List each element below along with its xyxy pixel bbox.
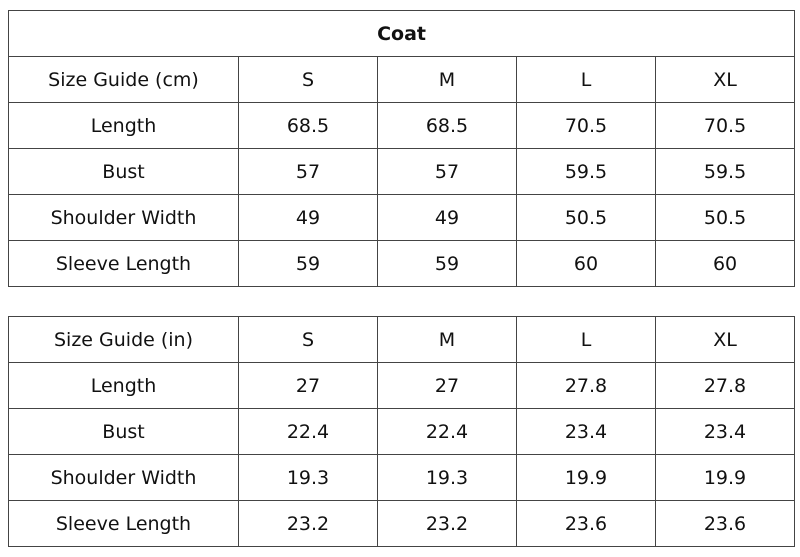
header-cell: M <box>377 56 517 103</box>
cell: 23.4 <box>516 408 656 455</box>
cell: 68.5 <box>238 102 378 149</box>
header-row: Size Guide (cm) S M L XL <box>8 56 796 103</box>
cell: 59 <box>238 240 378 287</box>
row-label: Shoulder Width <box>8 194 239 241</box>
data-row: Sleeve Length 23.2 23.2 23.6 23.6 <box>8 500 795 547</box>
cell: 19.3 <box>377 454 517 501</box>
cell: 70.5 <box>654 102 796 149</box>
header-cell: XL <box>654 56 796 103</box>
cell: 27 <box>377 362 517 409</box>
cell: 27.8 <box>516 362 656 409</box>
cell: 50.5 <box>516 194 656 241</box>
cell: 19.9 <box>516 454 656 501</box>
row-label: Bust <box>8 148 239 195</box>
cell: 60 <box>516 240 656 287</box>
cell: 27.8 <box>655 362 795 409</box>
size-table-cm: Coat Size Guide (cm) S M L XL Length 68.5 68.5 70… <box>7 10 796 287</box>
cell: 19.9 <box>655 454 795 501</box>
row-label: Bust <box>8 408 239 455</box>
data-row: Length 68.5 68.5 70.5 70.5 <box>8 102 796 149</box>
cell: 50.5 <box>654 194 796 241</box>
header-cell: Size Guide (in) <box>8 316 239 363</box>
header-cell: M <box>377 316 517 363</box>
data-row: Shoulder Width 49 49 50.5 50.5 <box>8 194 796 241</box>
cell: 19.3 <box>238 454 378 501</box>
data-row: Bust 57 57 59.5 59.5 <box>8 148 796 195</box>
row-label: Sleeve Length <box>8 240 239 287</box>
data-row: Bust 22.4 22.4 23.4 23.4 <box>8 408 795 455</box>
cell: 59.5 <box>516 148 656 195</box>
data-row: Sleeve Length 59 59 60 60 <box>8 240 796 287</box>
cell: 49 <box>238 194 378 241</box>
header-cell: L <box>516 56 656 103</box>
cell: 23.2 <box>377 500 517 547</box>
header-cell: S <box>238 316 378 363</box>
title-row: Coat <box>7 10 796 57</box>
data-row: Length 27 27 27.8 27.8 <box>8 362 795 409</box>
cell: 22.4 <box>238 408 378 455</box>
cell: 59 <box>377 240 517 287</box>
header-cell: Size Guide (cm) <box>8 56 239 103</box>
cell: 57 <box>238 148 378 195</box>
cell: 68.5 <box>377 102 517 149</box>
header-cell: S <box>238 56 378 103</box>
cell: 49 <box>377 194 517 241</box>
cell: 23.4 <box>655 408 795 455</box>
cell: 60 <box>654 240 796 287</box>
row-label: Shoulder Width <box>8 454 239 501</box>
header-cell: XL <box>655 316 795 363</box>
header-cell: L <box>516 316 656 363</box>
table-title: Coat <box>7 10 796 57</box>
data-row: Shoulder Width 19.3 19.3 19.9 19.9 <box>8 454 795 501</box>
cell: 23.6 <box>655 500 795 547</box>
row-label: Length <box>8 362 239 409</box>
cell: 70.5 <box>516 102 656 149</box>
size-table-in: Size Guide (in) S M L XL Length 27 27 27.8 27.8 Bu… <box>8 316 795 547</box>
cell: 57 <box>377 148 517 195</box>
row-label: Length <box>8 102 239 149</box>
row-label: Sleeve Length <box>8 500 239 547</box>
cell: 59.5 <box>654 148 796 195</box>
cell: 23.6 <box>516 500 656 547</box>
cell: 22.4 <box>377 408 517 455</box>
cell: 27 <box>238 362 378 409</box>
header-row: Size Guide (in) S M L XL <box>8 316 795 363</box>
cell: 23.2 <box>238 500 378 547</box>
